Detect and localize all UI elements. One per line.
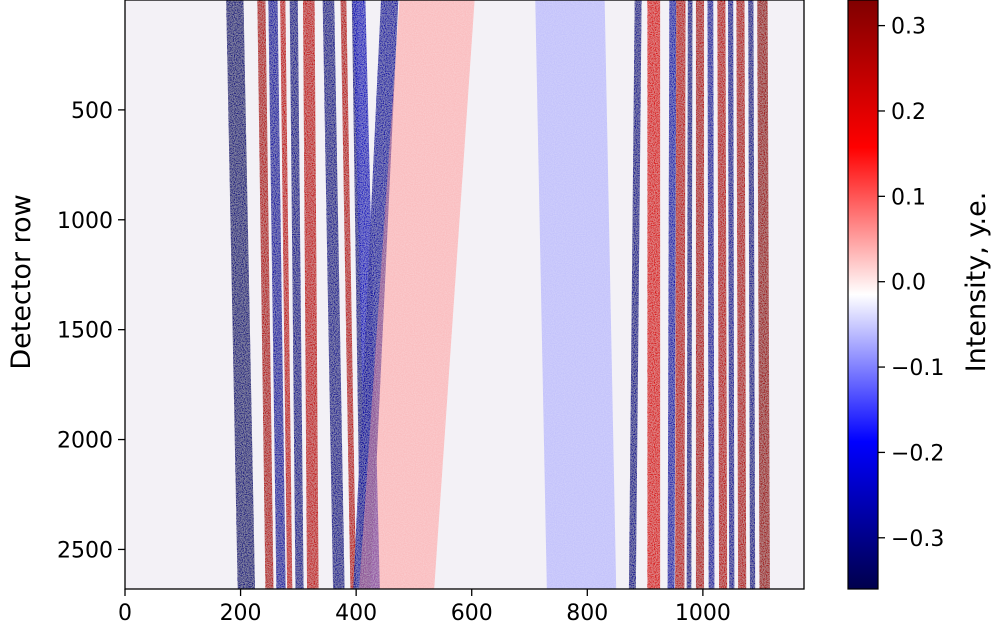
- y-axis: 500 1000 1500 2000 2500: [57, 99, 125, 563]
- heatmap-band: [647, 0, 661, 589]
- heatmap-band: [675, 0, 686, 589]
- y-tick-label: 1000: [57, 209, 113, 234]
- colorbar-axis: 0.3 0.2 0.1 0.0 −0.1 −0.2 −0.3: [878, 15, 944, 552]
- colorbar: [847, 0, 879, 590]
- x-tick-label: 200: [220, 601, 262, 625]
- colorbar-label: Intensity, y.e.: [961, 192, 992, 373]
- heatmap-band: [728, 0, 735, 589]
- heatmap-band: [686, 0, 693, 589]
- heatmap-band: [257, 0, 274, 589]
- heatmap-band: [340, 0, 357, 589]
- heatmap-band: [226, 0, 256, 589]
- colorbar-tick-label: 0.3: [891, 15, 926, 40]
- y-tick-label: 2000: [57, 429, 113, 454]
- y-tick-label: 2500: [57, 538, 113, 563]
- colorbar-tick-label: −0.1: [891, 356, 944, 381]
- heatmap-band: [748, 0, 756, 589]
- heatmap-band: [757, 0, 770, 589]
- heatmap-band: [736, 0, 747, 589]
- heatmap-band: [280, 0, 293, 589]
- plot-frame: [124, 0, 805, 590]
- y-tick-label: 1500: [57, 319, 113, 344]
- heatmap-band: [353, 0, 399, 589]
- x-tick-label: 1000: [675, 601, 731, 625]
- x-axis: 0 200 400 600 800 1000: [118, 589, 731, 626]
- x-tick-label: 0: [118, 601, 132, 625]
- heatmap-band: [628, 0, 642, 589]
- heatmap-band: [302, 0, 319, 589]
- colorbar-tick-label: −0.3: [891, 527, 944, 552]
- colorbar-tick-label: 0.2: [891, 100, 926, 125]
- heatmap-band: [535, 0, 617, 589]
- heatmap-band: [695, 0, 705, 589]
- colorbar-tick-label: 0.1: [891, 185, 926, 210]
- x-tick-label: 800: [566, 601, 608, 625]
- x-tick-label: 400: [335, 601, 377, 625]
- heatmap-band: [707, 0, 715, 589]
- heatmap-bands: [226, 0, 770, 589]
- heatmap-band: [717, 0, 728, 589]
- heatmap-band: [667, 0, 677, 589]
- y-tick-label: 500: [71, 99, 113, 124]
- heatmap-band: [268, 0, 286, 589]
- colorbar-tick-label: 0.0: [891, 271, 926, 296]
- x-tick-label: 600: [451, 601, 493, 625]
- heatmap-band: [322, 0, 345, 589]
- colorbar-tick-label: −0.2: [891, 441, 944, 466]
- heatmap-band: [289, 0, 304, 589]
- heatmap-band: [359, 0, 475, 589]
- y-axis-label: Detector row: [6, 194, 37, 369]
